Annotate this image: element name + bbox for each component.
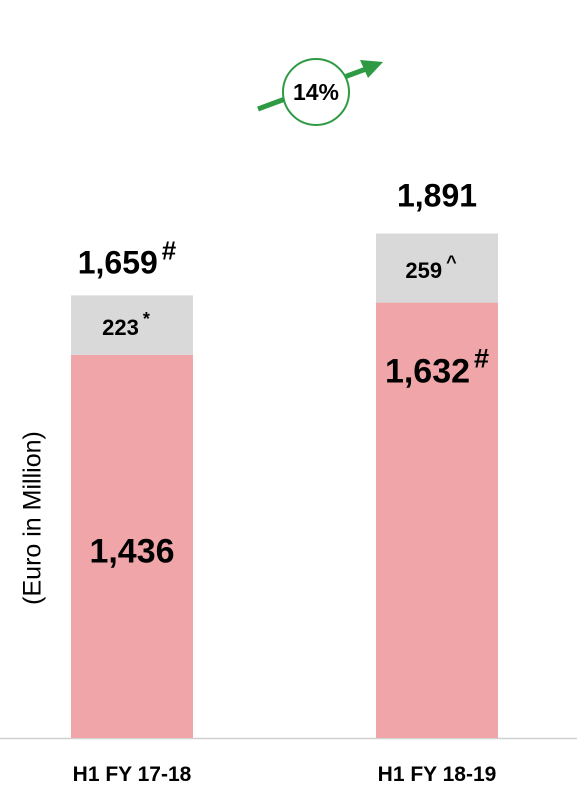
bar-base-2 <box>376 302 498 738</box>
category-label-1: H1 FY 17-18 <box>73 763 192 785</box>
bar-base-1 <box>71 354 193 738</box>
bar-addition-1 <box>71 295 193 355</box>
bar-base-label-1: 1,436 <box>89 532 174 570</box>
growth-label: 14% <box>293 79 339 105</box>
total-label-1: 1,659 # <box>78 235 177 280</box>
category-label-2: H1 FY 18-19 <box>378 763 497 785</box>
bar-addition-label-2: 259 ^ <box>405 252 457 283</box>
y-axis-label: (Euro in Million) <box>18 431 47 605</box>
growth-arrow-head <box>360 60 383 78</box>
bar-base-label-2: 1,632 # <box>385 344 489 391</box>
total-label-2: 1,891 <box>397 177 477 213</box>
growth-circle <box>282 58 350 126</box>
bar-addition-2 <box>376 233 498 303</box>
bar-addition-label-1: 223 * <box>102 309 150 340</box>
